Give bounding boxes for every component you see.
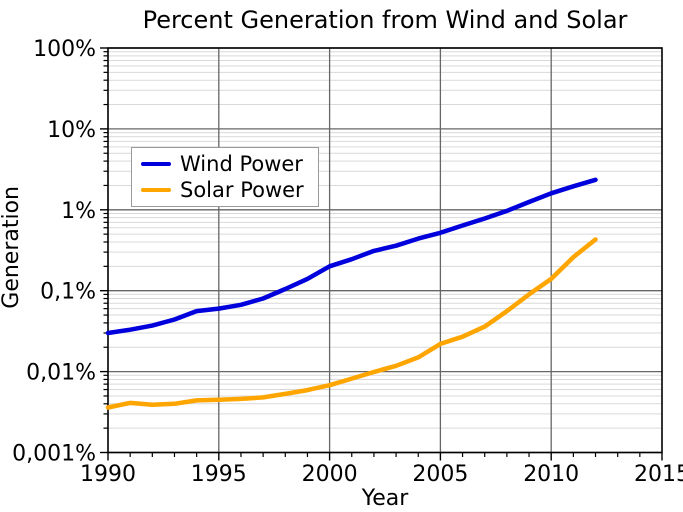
x-tick-label: 2010 xyxy=(523,462,579,487)
legend-label-solar: Solar Power xyxy=(180,177,304,202)
x-tick-label: 2000 xyxy=(302,462,358,487)
legend-label-wind: Wind Power xyxy=(180,151,303,176)
wind-power-line xyxy=(105,177,598,336)
x-tick-label: 1995 xyxy=(191,462,247,487)
plot-frame xyxy=(107,47,663,454)
y-tick-label: 0,1% xyxy=(40,280,96,305)
legend-item-wind: Wind Power xyxy=(141,151,304,177)
solar-power-line xyxy=(105,237,598,410)
legend-item-solar: Solar Power xyxy=(141,177,304,203)
y-tick-label: 100% xyxy=(33,37,96,62)
x-tick-label: 1990 xyxy=(80,462,136,487)
x-tick-label: 2005 xyxy=(412,462,468,487)
y-tick-label: 0,01% xyxy=(26,361,96,386)
chart-title: Percent Generation from Wind and Solar xyxy=(142,6,628,34)
y-tick-label: 0,001% xyxy=(12,442,96,467)
wind-line-swatch xyxy=(141,162,171,166)
solar-line-swatch xyxy=(141,188,171,192)
y-tick-label: 10% xyxy=(47,118,96,143)
x-axis-title: Year xyxy=(361,486,409,511)
legend: Wind Power Solar Power xyxy=(131,147,319,207)
y-axis-title: Generation xyxy=(0,186,24,309)
x-tick-label: 2015 xyxy=(634,462,683,487)
y-tick-label: 1% xyxy=(61,199,96,224)
